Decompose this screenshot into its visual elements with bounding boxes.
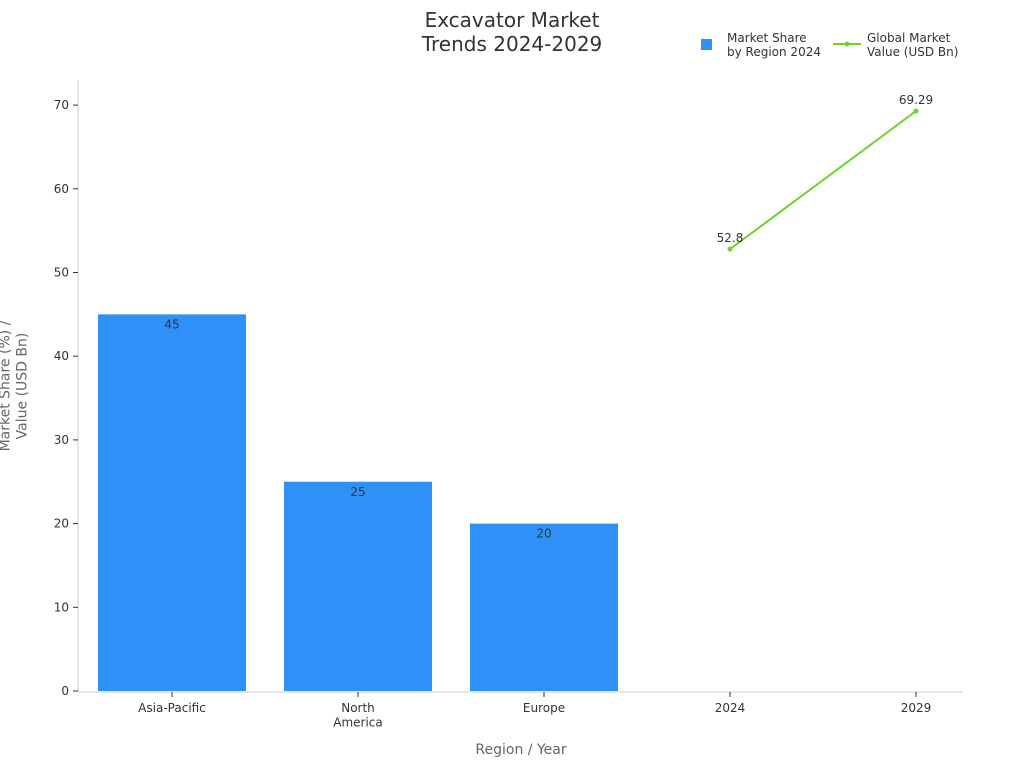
bar-value-label: 45 bbox=[164, 317, 179, 331]
bar-value-label: 25 bbox=[350, 484, 365, 498]
line-point bbox=[913, 108, 919, 114]
y-tick-label: 0 bbox=[61, 684, 69, 698]
y-tick-label: 50 bbox=[54, 265, 69, 279]
x-tick-label: Europe bbox=[523, 701, 565, 715]
bar-value-label: 20 bbox=[536, 526, 551, 540]
line-value-label: 52.8 bbox=[717, 231, 744, 245]
line-point bbox=[727, 246, 733, 252]
bar bbox=[470, 523, 618, 691]
bar bbox=[284, 481, 432, 691]
y-tick-label: 70 bbox=[54, 98, 69, 112]
line bbox=[729, 110, 917, 250]
x-axis-label: Region / Year bbox=[475, 742, 566, 758]
y-tick-label: 40 bbox=[54, 349, 69, 363]
x-tick-label: North America bbox=[333, 701, 383, 729]
y-tick-label: 20 bbox=[54, 516, 69, 530]
x-tick-label: 2024 bbox=[715, 701, 746, 715]
y-tick-label: 10 bbox=[54, 600, 69, 614]
legend-swatch-point bbox=[844, 41, 850, 47]
bar bbox=[98, 314, 246, 691]
legend-swatch bbox=[701, 39, 712, 50]
y-tick-label: 30 bbox=[54, 432, 69, 446]
x-tick-label: Asia-Pacific bbox=[138, 701, 206, 715]
line-value-label: 69.29 bbox=[899, 93, 933, 107]
y-axis-label: Market Share (%) /Value (USD Bn) bbox=[0, 320, 30, 451]
legend-label: Global Market Value (USD Bn) bbox=[867, 30, 958, 58]
chart-title: Excavator Market Trends 2024-2029 bbox=[421, 8, 603, 56]
x-tick-label: 2029 bbox=[901, 701, 932, 715]
legend-label: Market Share by Region 2024 bbox=[727, 30, 821, 58]
y-tick-label: 60 bbox=[54, 181, 69, 195]
